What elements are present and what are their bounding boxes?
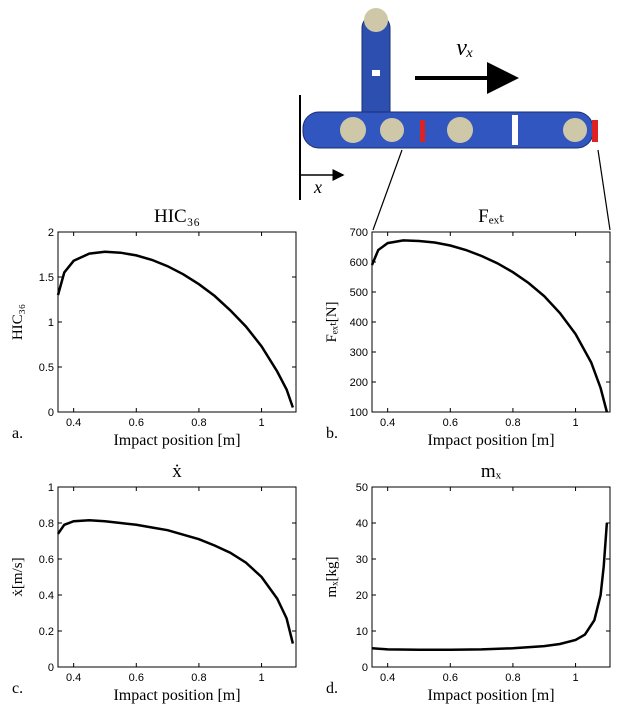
y-tick-label: 40: [356, 518, 368, 530]
y-tick-label: 0.2: [39, 626, 54, 638]
data-line: [56, 519, 295, 644]
chart-title: mₓ: [481, 461, 502, 482]
x-axis-label: Impact position [m]: [113, 432, 240, 449]
plot-frame: [371, 486, 611, 668]
robot-illustration: vₓ x: [299, 8, 611, 231]
y-tick-label: 500: [350, 287, 368, 299]
x-tick-label: 1: [258, 417, 264, 429]
y-tick-label: 0.6: [39, 554, 54, 566]
y-axis-label: mₓ[kg]: [324, 556, 340, 597]
x-tick-label: 1: [258, 672, 264, 684]
x-tick-label: 0.6: [443, 417, 458, 429]
x-tick-label: 0.4: [380, 672, 395, 684]
x-axis-label: Impact position [m]: [427, 432, 554, 449]
x-tick-label: 0.6: [129, 417, 144, 429]
y-tick-label: 1.5: [39, 272, 54, 284]
x-tick-label: 0.4: [66, 417, 81, 429]
y-tick-label: 200: [350, 377, 368, 389]
x-tick-label: 0.6: [129, 672, 144, 684]
y-tick-label: 0.4: [39, 590, 54, 602]
x-tick-label: 0.4: [66, 672, 81, 684]
x-tick-label: 0.8: [505, 672, 520, 684]
y-tick-label: 400: [350, 317, 368, 329]
y-tick-label: 700: [350, 227, 368, 239]
y-tick-label: 0.5: [39, 362, 54, 374]
y-tick-label: 600: [350, 257, 368, 269]
x-tick-label: 0.8: [191, 672, 206, 684]
chart-title: ẋ: [172, 461, 182, 482]
y-tick-label: 0.8: [39, 518, 54, 530]
panel-label: a.: [12, 425, 23, 442]
data-line: [56, 250, 295, 408]
data-line: [371, 522, 609, 651]
axis-label: x: [313, 177, 322, 197]
y-tick-label: 1: [48, 317, 54, 329]
plot-frame: [57, 486, 297, 668]
y-tick-label: 50: [356, 482, 368, 494]
x-tick-label: 1: [572, 417, 578, 429]
y-axis-label: ẋ[m/s]: [10, 557, 26, 596]
y-tick-label: 100: [350, 407, 368, 419]
y-tick-label: 0: [362, 662, 368, 674]
x-tick-label: 1: [572, 672, 578, 684]
x-tick-label: 0.4: [380, 417, 395, 429]
chart-title: Fₑₓₜ: [478, 206, 504, 227]
y-axis-label: Fₑₓₜ[N]: [324, 301, 340, 342]
plot-frame: [57, 231, 297, 413]
y-tick-label: 1: [48, 482, 54, 494]
x-axis-label: Impact position [m]: [113, 687, 240, 704]
y-tick-label: 0: [48, 407, 54, 419]
panel-label: c.: [12, 680, 23, 697]
x-tick-label: 0.8: [191, 417, 206, 429]
panel-label: b.: [326, 425, 338, 442]
x-tick-label: 0.8: [505, 417, 520, 429]
y-tick-label: 0: [48, 662, 54, 674]
x-tick-label: 0.6: [443, 672, 458, 684]
y-tick-label: 300: [350, 347, 368, 359]
y-tick-label: 2: [48, 227, 54, 239]
x-axis-label: Impact position [m]: [427, 687, 554, 704]
data-line: [370, 239, 609, 413]
y-tick-label: 10: [356, 626, 368, 638]
y-tick-label: 20: [356, 590, 368, 602]
y-axis-label: HIC₃₆: [10, 304, 26, 340]
y-tick-label: 30: [356, 554, 368, 566]
panel-label: d.: [326, 680, 338, 697]
chart-title: HIC₃₆: [154, 206, 200, 227]
velocity-label: vₓ: [456, 35, 473, 61]
